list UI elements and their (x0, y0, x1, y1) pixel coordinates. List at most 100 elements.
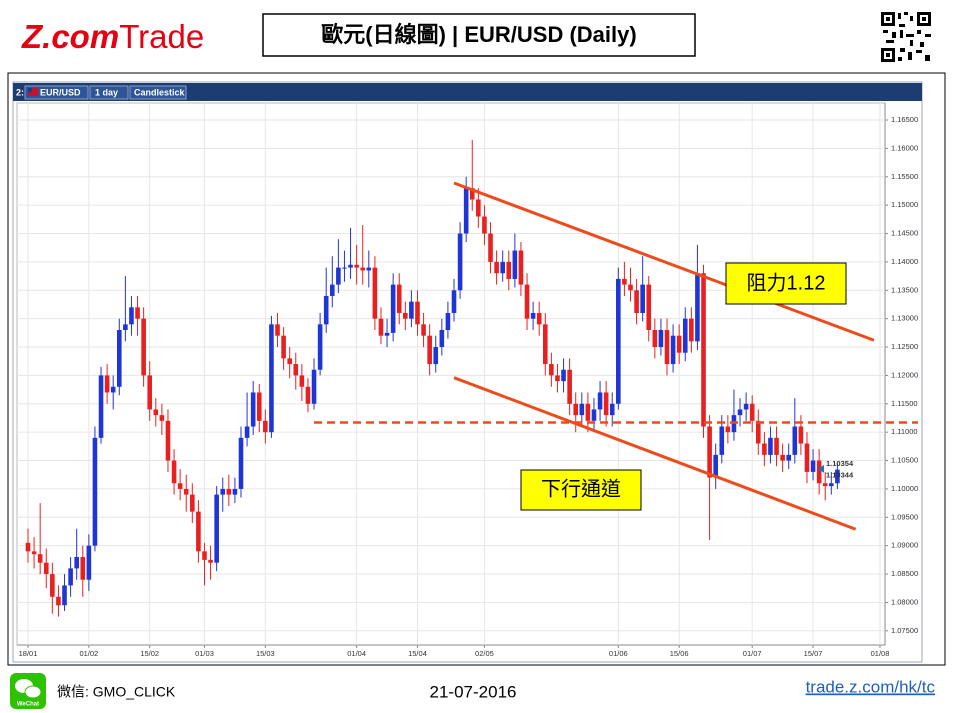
candle-body (98, 375, 104, 438)
candle-body (433, 347, 439, 365)
candle-body (123, 324, 128, 331)
candle-body (591, 409, 597, 421)
toolbar-tab[interactable] (24, 85, 89, 100)
candle-body (214, 494, 219, 563)
candle-body (603, 392, 609, 416)
candle-body (762, 443, 767, 455)
candle-body (804, 443, 810, 472)
x-tick-label: 15/06 (670, 649, 689, 658)
wechat-bubble (24, 685, 42, 699)
candle-body (567, 369, 572, 404)
candle-body (177, 483, 183, 489)
candle-body (92, 437, 98, 546)
candle-body (536, 312, 542, 325)
candle-body (500, 261, 505, 274)
candle-body (494, 261, 499, 274)
candle-body (311, 369, 317, 404)
site-link[interactable]: trade.z.com/hk/tc (806, 677, 936, 696)
y-tick-label: 1.11000 (891, 427, 918, 436)
candle-body (378, 318, 384, 336)
y-tick-label: 1.13500 (891, 285, 918, 294)
last-price-label: 1.10354 (826, 459, 854, 468)
grid: 1.07500 1.08000 1.08500 1.09000 1.09500 1.100… (17, 103, 918, 658)
y-tick-label: 1.11500 (891, 399, 918, 408)
candle-body (256, 392, 262, 421)
candle-body (506, 261, 512, 279)
toolbar-style: Candlestick (134, 87, 186, 97)
candle-body (263, 420, 268, 433)
x-tick-label: 02/05 (475, 649, 494, 658)
candle-body (774, 437, 779, 455)
toolbar-tab[interactable] (129, 85, 187, 100)
candle-body (208, 559, 213, 563)
x-tick-label: 18/01 (19, 649, 38, 658)
candle-body (329, 284, 335, 296)
candle-body (445, 312, 451, 331)
candle-body (135, 307, 140, 319)
candle-body (561, 369, 566, 382)
candle-body (190, 494, 195, 512)
candle-body (549, 364, 554, 376)
candle-body (524, 284, 530, 319)
candle-body (390, 284, 396, 333)
candle-body (640, 284, 645, 313)
candle-body (269, 324, 274, 433)
wechat-id: 微信: GMO_CLICK (57, 684, 176, 700)
candle-body (183, 488, 189, 495)
candle-body (682, 318, 688, 353)
candle-body (743, 403, 749, 410)
candle-body (780, 454, 785, 461)
candle-body (518, 250, 524, 285)
candle-body (439, 330, 445, 348)
candle-body (250, 392, 256, 427)
candles (25, 139, 840, 617)
candle-body (609, 403, 615, 416)
candle-body (634, 290, 639, 313)
candle-body (695, 273, 700, 342)
candle-body (354, 264, 359, 268)
candle-body (701, 273, 706, 427)
candle-body (293, 364, 299, 376)
candle-body (415, 301, 420, 325)
toolbar-period: 1 day (95, 87, 118, 97)
candle-body (80, 557, 86, 580)
toolbar-symbol: EUR/USD (40, 87, 81, 97)
candle-body (56, 596, 61, 606)
candle-body (336, 267, 341, 285)
candle-body (202, 551, 207, 560)
candle-body (421, 324, 426, 336)
candle-body (147, 375, 153, 410)
y-tick-label: 1.14000 (891, 257, 918, 266)
logo: Z.comTrade (21, 18, 204, 55)
annotation-box (725, 262, 847, 305)
title-box (262, 13, 696, 57)
y-tick-label: 1.07500 (891, 626, 918, 635)
x-tick-label: 15/04 (408, 649, 427, 658)
candle-body (768, 437, 773, 455)
candle-body (171, 460, 177, 484)
candle-body (451, 290, 457, 313)
candle-body (50, 574, 55, 597)
candle-body (719, 426, 725, 455)
candle-body (829, 483, 834, 487)
y-tick-label: 1.09000 (891, 541, 918, 550)
candle-body (579, 403, 585, 416)
y-tick-label: 1.16000 (891, 143, 918, 152)
candle-body (299, 375, 305, 387)
toolbar (13, 83, 922, 101)
annotation: 下行通道 (541, 477, 621, 500)
flag-icon (28, 88, 32, 92)
toolbar-tab[interactable] (89, 85, 129, 100)
candle-body (707, 426, 712, 478)
candle-body (792, 426, 798, 455)
candle-body (86, 545, 92, 580)
candle-body (153, 409, 159, 416)
candle-body (835, 469, 840, 484)
candle-body (129, 307, 134, 325)
candle-body (457, 233, 463, 291)
candle-body (689, 318, 694, 342)
x-tick-label: 01/07 (743, 649, 762, 658)
candle-body (725, 426, 731, 433)
candle-body (384, 332, 390, 336)
candle-body (141, 318, 146, 376)
